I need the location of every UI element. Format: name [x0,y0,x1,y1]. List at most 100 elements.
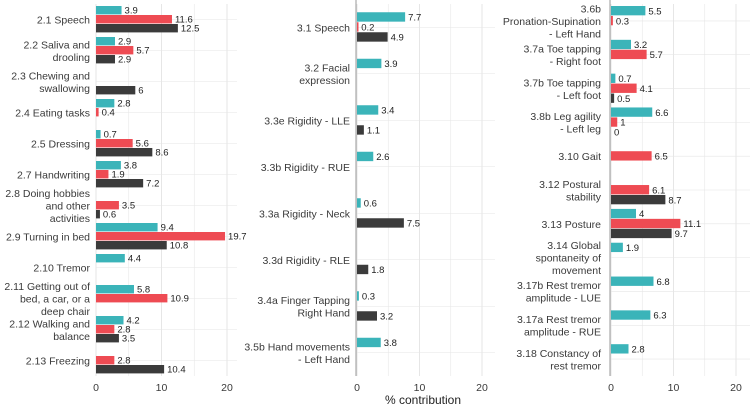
bar-series3 [96,86,136,95]
bar-series1 [357,198,361,208]
bar-series2 [611,49,647,60]
data-label: 2.8 [117,324,130,335]
bar-series3 [96,179,144,188]
bar-series3 [96,55,115,64]
category-label: 3.1 Speech [297,22,350,34]
x-tick-label: 10 [414,382,426,394]
bar-series3 [96,334,119,343]
category-label: 3.3a Rigidity - Neck [259,208,351,220]
bar-series1 [611,276,654,286]
panel-1: 3.9 11.612.5 2.1 Speech 2.9 5.7 2.9 2.2 Saliva… [4,4,247,394]
category-label: 3.18 Constancy of rest tremor [516,348,601,373]
bar-series1 [357,58,382,69]
bar-series1 [611,344,629,354]
bar-series2 [96,201,119,210]
data-label: 3.8 [384,338,397,349]
bar-series3 [611,228,672,239]
data-label: 1.9 [626,243,639,254]
x-tick-label: 0 [93,382,99,394]
data-label: 2.8 [117,98,130,109]
data-label: 0.4 [102,107,115,118]
bar-series2 [96,139,133,148]
bar-series1 [357,105,379,115]
bar-series1 [96,223,158,232]
data-label: 0.5 [617,94,630,105]
panel-2: 7.7 0.2 4.9 3.1 Speech 3.9 3.2 Facial expressi… [244,0,495,394]
data-label: 3.4 [381,106,394,117]
bar-series1 [611,310,651,320]
bar-series1 [611,73,616,83]
data-label: 6 [138,85,143,96]
category-label: 3.17b Rest tremor amplitude - LUE [517,280,602,305]
panel-3: 5.5 0.3 3.6b Pronation-Supination - Left Han… [503,0,750,394]
data-label: 0.3 [616,16,629,27]
data-label: 7.5 [407,219,420,230]
data-label: 5.5 [648,6,661,17]
bar-series3 [96,24,178,33]
bar-series1 [96,254,125,263]
data-label: 9.7 [675,229,688,240]
category-label: 3.7b Toe tapping - Left foot [524,77,602,102]
x-axis-title: % contribution [385,393,461,406]
bar-series3 [357,311,377,321]
bar-series2 [96,46,134,55]
bar-series2 [96,108,99,117]
x-tick-label: 20 [476,382,488,394]
bar-series1 [357,291,359,301]
bar-series1 [611,107,653,117]
data-label: 6.6 [655,108,668,119]
data-label: 6.5 [655,152,668,163]
bar-series3 [357,125,364,135]
bar-series2 [611,151,652,161]
bar-series2 [96,232,226,241]
bar-series2 [96,170,109,179]
bar-series2 [611,83,637,93]
data-label: 4 [639,209,644,220]
bar-series3 [357,32,388,42]
category-label: 3.2 Facial expression [299,63,350,88]
bar-series2 [96,15,172,24]
category-label: 2.2 Saliva and drooling [23,39,90,64]
bar-series1 [96,6,122,15]
category-label: 3.13 Posture [541,219,601,231]
bar-series1 [357,337,381,348]
data-label: 8.7 [668,195,681,206]
data-label: 3.9 [384,59,397,70]
data-label: 9.4 [161,222,174,233]
bar-series1 [611,6,646,16]
bar-series1 [357,151,374,162]
data-label: 1.1 [367,126,380,137]
bar-series2 [611,117,618,127]
data-label: 10.9 [170,293,189,304]
data-label: 0.3 [362,292,375,303]
data-label: 10.8 [170,240,189,251]
bar-series3 [357,218,404,228]
category-label: 2.7 Handwriting [17,170,90,182]
category-label: 2.11 Getting out of bed, a car, or a deep … [4,281,90,318]
category-label: 2.13 Freezing [26,356,90,368]
bar-series1 [96,99,115,108]
bar-series3 [96,148,153,157]
category-label: 2.12 Walking and balance [9,318,90,343]
bar-series3 [96,210,100,219]
data-label: 3.2 [634,40,647,51]
bar-series2 [611,185,650,195]
data-label: 7.2 [146,178,159,189]
category-label: 3.3d Rigidity - RLE [262,255,350,267]
category-label: 2.10 Tremor [33,263,90,275]
data-label: 4.9 [391,33,404,44]
category-label: 2.4 Eating tasks [15,108,90,120]
data-label: 0.6 [364,199,377,210]
data-label: 2.9 [118,54,131,65]
data-label: 1 [620,118,625,129]
bar-series3 [357,264,369,275]
data-label: 1.9 [111,169,124,180]
data-label: 0.7 [618,74,631,85]
bar-series1 [96,285,134,294]
category-label: 3.6b Pronation-Supination - Left Hand [503,3,601,40]
x-tick-label: 0 [608,382,614,394]
data-label: 4.2 [127,315,140,326]
bar-series1 [96,161,121,170]
data-label: 7.7 [408,13,421,24]
